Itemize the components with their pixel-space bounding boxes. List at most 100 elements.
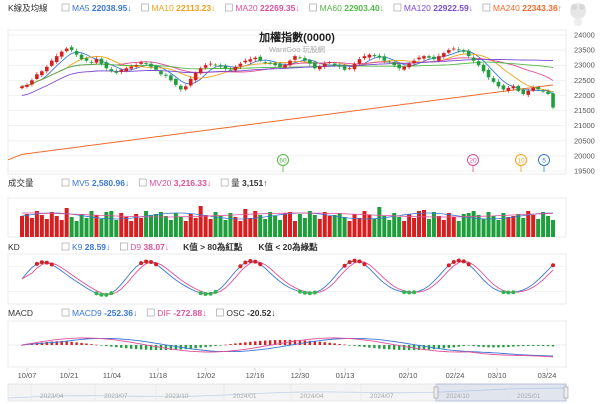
volume-bar bbox=[446, 213, 451, 237]
legend-item-2: 量 3,151↑ bbox=[231, 178, 267, 188]
volume-bar bbox=[422, 210, 426, 237]
period-marker-60[interactable] bbox=[277, 154, 289, 166]
legend-item-0: K9 28.59↓ bbox=[72, 242, 110, 252]
osc-bar bbox=[105, 345, 108, 347]
osc-bar bbox=[149, 345, 153, 350]
candle-body bbox=[129, 66, 133, 69]
osc-bar bbox=[432, 345, 436, 350]
legend-checkbox[interactable] bbox=[216, 308, 224, 317]
osc-bar bbox=[383, 345, 386, 350]
volume-bar bbox=[109, 211, 114, 237]
macd-frame bbox=[7, 320, 567, 368]
legend-checkbox[interactable] bbox=[225, 3, 233, 12]
volume-bar bbox=[372, 219, 377, 237]
volume-panel-title: 成交量 bbox=[8, 178, 34, 188]
candle-body bbox=[49, 60, 54, 66]
macd-legend: MACD9 -252.36↓ DIF -272.88↓ OSC -20.52↓ bbox=[61, 308, 276, 318]
osc-bar bbox=[502, 345, 505, 348]
legend-checkbox[interactable] bbox=[138, 178, 147, 187]
macd-plot bbox=[7, 320, 567, 368]
volume-bar bbox=[347, 221, 352, 237]
volume-bar bbox=[168, 220, 173, 237]
volume-legend: MV5 2,580.96↓ MV20 3,216.33↓ 量 3,151↑ bbox=[61, 178, 268, 188]
osc-bar bbox=[90, 344, 93, 345]
kd-overbought-dot bbox=[461, 259, 466, 264]
volume-bar bbox=[412, 218, 417, 237]
legend-checkbox[interactable] bbox=[61, 3, 70, 12]
dif-line bbox=[21, 337, 554, 358]
osc-bar bbox=[298, 340, 302, 345]
navigator-right-handle[interactable] bbox=[563, 386, 569, 399]
volume-bar bbox=[402, 221, 407, 237]
k9-line bbox=[21, 260, 554, 296]
legend-item-3: MA60 22903.40↓ bbox=[320, 3, 384, 13]
candle-body bbox=[422, 56, 426, 59]
legend-checkbox[interactable] bbox=[220, 178, 229, 187]
volume-bar bbox=[471, 211, 476, 237]
legend-checkbox[interactable] bbox=[119, 242, 128, 251]
osc-bar bbox=[308, 340, 312, 345]
volume-bar bbox=[149, 215, 154, 237]
price-y-tick: 23500 bbox=[574, 46, 595, 55]
candle-body bbox=[546, 91, 550, 94]
candle-body bbox=[442, 53, 446, 57]
candle-body bbox=[248, 59, 253, 62]
volume-bar bbox=[253, 211, 258, 237]
osc-bar bbox=[422, 345, 426, 350]
kd-note-1: K值 < 20為綠點 bbox=[258, 242, 318, 252]
osc-bar bbox=[189, 345, 192, 349]
price-y-tick: 21000 bbox=[574, 121, 595, 130]
candle-body bbox=[144, 63, 148, 64]
candle-body bbox=[174, 78, 178, 85]
range-navigator[interactable]: 2023/04 2023/07 2023/10 2024/01 2024/04 2024/… bbox=[7, 383, 569, 402]
volume-bar bbox=[213, 212, 218, 237]
candle-body bbox=[288, 60, 292, 66]
period-marker-label: 20 bbox=[469, 158, 477, 165]
candle-body bbox=[213, 64, 218, 66]
osc-bar bbox=[333, 343, 336, 345]
volume-bar bbox=[20, 216, 24, 237]
x-tick-label: 12/02 bbox=[197, 371, 216, 380]
osc-bar bbox=[462, 345, 465, 347]
legend-checkbox[interactable] bbox=[393, 3, 402, 12]
osc-bar bbox=[472, 345, 475, 347]
volume-bar bbox=[193, 218, 198, 237]
osc-bar bbox=[517, 345, 520, 347]
osc-bar bbox=[169, 345, 173, 350]
osc-bar bbox=[551, 345, 555, 347]
legend-checkbox[interactable] bbox=[61, 308, 70, 317]
candle-body bbox=[313, 62, 317, 69]
x-tick-label: 03/24 bbox=[538, 371, 557, 380]
macd-panel-title: MACD bbox=[8, 308, 33, 318]
legend-item-0: MV5 2,580.96↓ bbox=[72, 178, 129, 188]
legend-checkbox[interactable] bbox=[146, 308, 155, 317]
legend-checkbox[interactable] bbox=[309, 3, 317, 12]
legend-checkbox[interactable] bbox=[482, 3, 491, 12]
x-tick-label: 10/07 bbox=[18, 371, 37, 380]
volume-bar bbox=[44, 219, 49, 237]
period-marker-20[interactable] bbox=[467, 154, 479, 166]
legend-checkbox[interactable] bbox=[61, 178, 70, 187]
legend-checkbox[interactable] bbox=[61, 242, 70, 251]
kd-overbought-dot bbox=[139, 261, 144, 266]
period-marker-10[interactable] bbox=[515, 154, 527, 166]
candle-body bbox=[417, 57, 421, 60]
candle-body bbox=[456, 49, 461, 51]
candle-body bbox=[298, 57, 302, 59]
volume-bar bbox=[417, 211, 422, 237]
legend-checkbox[interactable] bbox=[141, 3, 149, 12]
volume-bar bbox=[506, 217, 511, 237]
navigator-left-handle[interactable] bbox=[433, 386, 439, 399]
navigator-tick-label: 2024/04 bbox=[300, 393, 324, 400]
osc-bar bbox=[254, 341, 257, 345]
osc-bar bbox=[115, 345, 118, 348]
period-marker-5[interactable] bbox=[538, 154, 550, 166]
osc-bar bbox=[393, 345, 396, 350]
volume-bar bbox=[89, 211, 94, 237]
candle-body bbox=[551, 93, 555, 108]
osc-bar bbox=[457, 345, 460, 347]
mv20-line bbox=[22, 212, 554, 218]
candle-body bbox=[536, 86, 540, 90]
volume-bar bbox=[292, 221, 297, 237]
osc-bar bbox=[348, 345, 351, 346]
